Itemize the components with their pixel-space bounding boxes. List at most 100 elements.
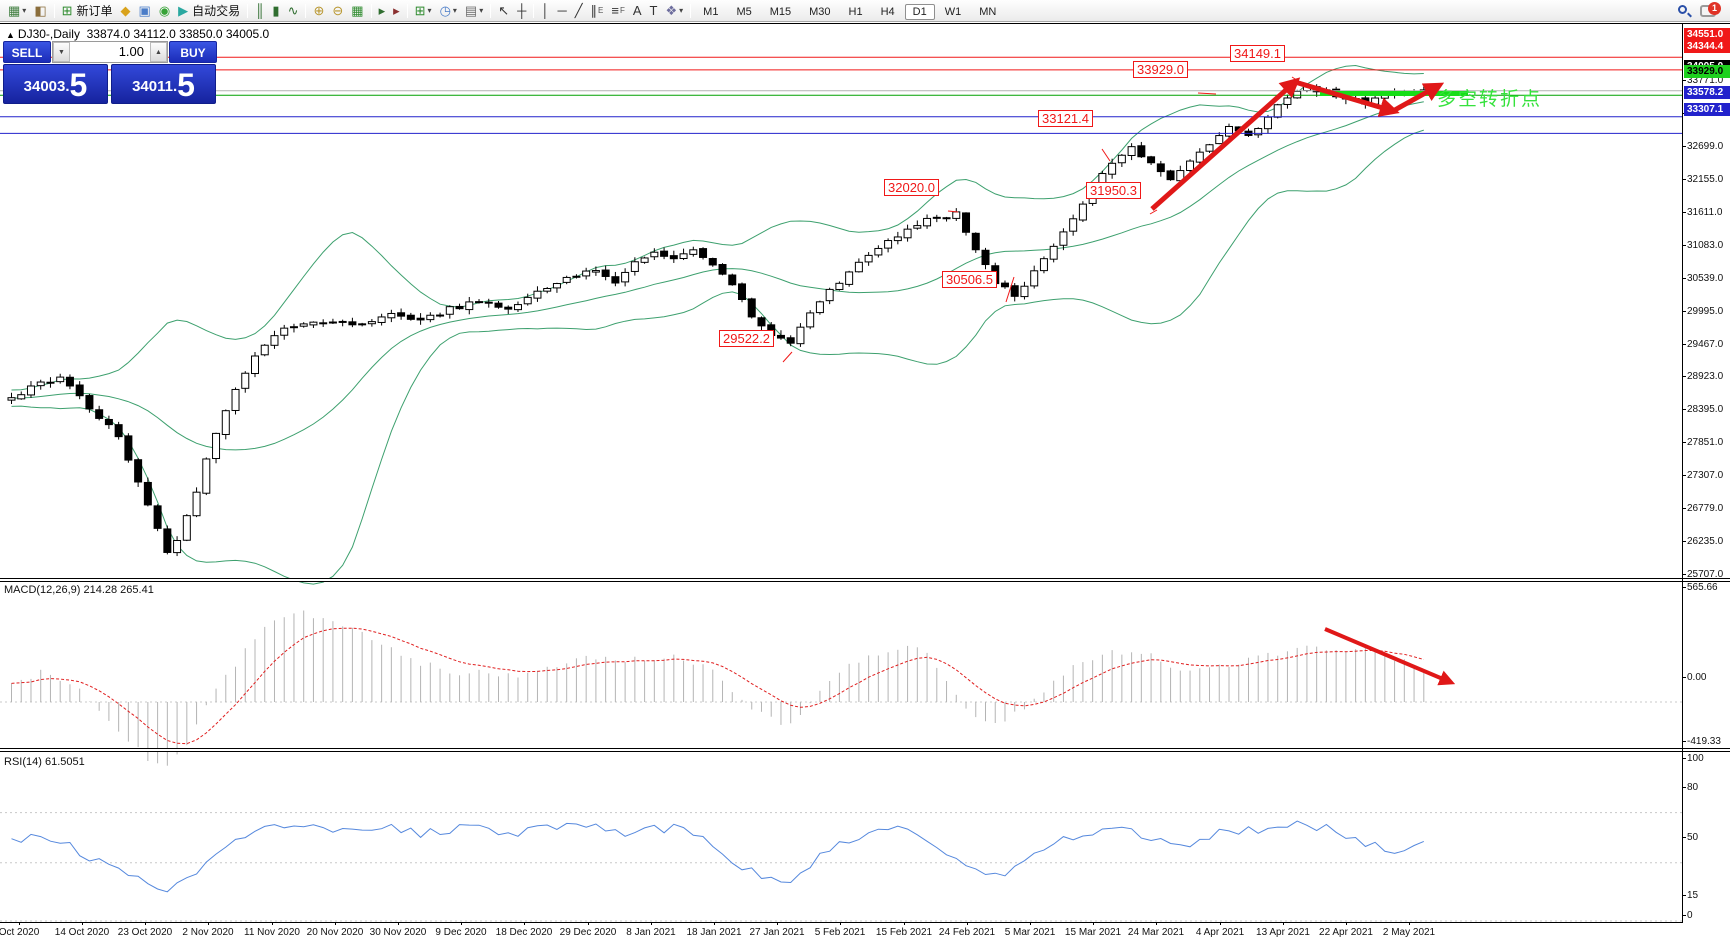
date-label[interactable]: 22 Apr 2021: [1319, 927, 1373, 938]
buy-button[interactable]: BUY: [169, 41, 217, 63]
text-icon[interactable]: A: [629, 2, 646, 20]
date-label[interactable]: 9 Dec 2020: [435, 927, 487, 938]
vps-hosting-icon[interactable]: ▣: [135, 2, 155, 20]
date-label[interactable]: Oct 2020: [0, 927, 40, 938]
new-chart-dropdown[interactable]: ▾: [22, 5, 27, 15]
price-axis-red-box[interactable]: 34344.4: [1684, 40, 1730, 53]
timeframe-m1[interactable]: M1: [703, 5, 719, 18]
rsi-axis-tick[interactable]: 0: [1682, 910, 1730, 921]
date-label[interactable]: 8 Jan 2021: [626, 927, 676, 938]
price-axis-tick[interactable]: 26235.0: [1682, 536, 1730, 547]
timeframe-m5[interactable]: M5: [736, 5, 752, 18]
date-label[interactable]: 15 Mar 2021: [1064, 927, 1122, 938]
price-axis-red-box[interactable]: 34551.0: [1684, 28, 1730, 41]
date-label[interactable]: 2 Nov 2020: [182, 927, 234, 938]
price-axis-blue-box[interactable]: 33307.1: [1684, 103, 1730, 116]
price-axis-tick[interactable]: 28923.0: [1682, 371, 1730, 382]
timeframe-h1[interactable]: H1: [848, 5, 863, 18]
sell-price[interactable]: 34003. 5: [3, 64, 108, 104]
arrows-tool-dropdown[interactable]: ▾: [679, 5, 684, 15]
line-chart-mode-icon[interactable]: ∿: [284, 2, 303, 20]
price-axis-tick[interactable]: 33771.0: [1682, 75, 1730, 86]
candlestick-mode-icon[interactable]: ▮: [268, 2, 283, 20]
zoom-in-icon[interactable]: ⊕: [309, 2, 328, 20]
annotation-text[interactable]: 多空转折点: [1437, 89, 1543, 110]
chart-canvas[interactable]: [0, 24, 1730, 943]
swing-price-label[interactable]: 33121.4: [1038, 110, 1093, 127]
date-label[interactable]: 24 Mar 2021: [1127, 927, 1185, 938]
timeframe-m30[interactable]: M30: [809, 5, 831, 18]
price-axis-tick[interactable]: 30539.0: [1682, 273, 1730, 284]
rsi-axis-tick[interactable]: 100: [1682, 753, 1730, 764]
swing-price-label[interactable]: 33929.0: [1133, 61, 1188, 78]
cursor-icon[interactable]: ↖: [494, 2, 513, 20]
horizontal-line-icon[interactable]: ─: [553, 2, 570, 20]
date-label[interactable]: 23 Oct 2020: [117, 927, 173, 938]
macd-axis-tick[interactable]: 565.66: [1682, 582, 1730, 593]
price-axis-tick[interactable]: 27851.0: [1682, 437, 1730, 448]
volume-value[interactable]: 1.00: [118, 44, 144, 59]
auto-scroll-icon[interactable]: ▸: [375, 2, 390, 20]
volume-decrease-button[interactable]: ▼: [53, 42, 70, 62]
swing-price-label[interactable]: 29522.2: [719, 330, 774, 347]
date-label[interactable]: 18 Jan 2021: [686, 927, 742, 938]
date-label[interactable]: 18 Dec 2020: [495, 927, 553, 938]
price-axis-tick[interactable]: 31083.0: [1682, 240, 1730, 251]
date-label[interactable]: 5 Mar 2021: [1004, 927, 1056, 938]
date-label[interactable]: 27 Jan 2021: [749, 927, 805, 938]
price-axis-blue-box[interactable]: 33578.2: [1684, 86, 1730, 99]
date-label[interactable]: 11 Nov 2020: [244, 927, 300, 938]
rsi-separator[interactable]: [0, 748, 1730, 752]
swing-price-label[interactable]: 34149.1: [1230, 45, 1285, 62]
date-label[interactable]: 5 Feb 2021: [814, 927, 866, 938]
templates-icon[interactable]: ▤ ▾: [461, 2, 487, 20]
chart-preview-icon[interactable]: ◧: [30, 2, 50, 20]
notifications-icon[interactable]: 1: [1700, 1, 1721, 17]
date-label[interactable]: 24 Feb 2021: [938, 927, 996, 938]
fibonacci-icon[interactable]: ≡ F: [607, 2, 628, 20]
rsi-axis-tick[interactable]: 50: [1682, 832, 1730, 843]
signals-icon[interactable]: ◉: [155, 2, 174, 20]
search-icon[interactable]: [1678, 4, 1692, 17]
price-axis-tick[interactable]: 25707.0: [1682, 569, 1730, 580]
autotrading-icon[interactable]: ▶ 自动交易: [174, 2, 244, 20]
price-axis-tick[interactable]: 32699.0: [1682, 141, 1730, 152]
rsi-axis-tick[interactable]: 80: [1682, 782, 1730, 793]
new-order-icon[interactable]: ⊞ 新订单: [58, 2, 117, 20]
equidistant-channel-icon[interactable]: ∥ E: [587, 2, 608, 20]
text-label-icon[interactable]: T: [646, 2, 662, 20]
timeframe-d1[interactable]: D1: [904, 3, 935, 20]
date-label[interactable]: 15 Feb 2021: [875, 927, 933, 938]
periods-icon[interactable]: ◷ ▾: [436, 2, 461, 20]
date-label[interactable]: 29 Dec 2020: [559, 927, 617, 938]
timeframe-w1[interactable]: W1: [944, 5, 962, 18]
ticker-icon[interactable]: ◆: [117, 2, 135, 20]
buy-price[interactable]: 34011. 5: [111, 64, 216, 104]
zoom-out-icon[interactable]: ⊖: [328, 2, 347, 20]
swing-price-label[interactable]: 31950.3: [1086, 182, 1141, 199]
periods-dropdown[interactable]: ▾: [452, 5, 457, 15]
price-axis-tick[interactable]: 32155.0: [1682, 174, 1730, 185]
new-chart-icon[interactable]: ▦ ▾: [4, 2, 30, 20]
templates-dropdown[interactable]: ▾: [479, 5, 484, 15]
price-axis-tick[interactable]: 29467.0: [1682, 339, 1730, 350]
timeframe-h4[interactable]: H4: [880, 5, 895, 18]
macd-axis-tick[interactable]: -419.33: [1682, 736, 1730, 747]
price-axis-tick[interactable]: 27307.0: [1682, 470, 1730, 481]
price-axis-tick[interactable]: 31611.0: [1682, 207, 1730, 218]
price-axis-tick[interactable]: 29995.0: [1682, 306, 1730, 317]
timeframe-m15[interactable]: M15: [769, 5, 792, 18]
rsi-axis-tick[interactable]: 15: [1682, 890, 1730, 901]
macd-separator[interactable]: [0, 578, 1730, 582]
date-label[interactable]: 14 Oct 2020: [54, 927, 110, 938]
add-indicator-icon[interactable]: ⊞ ▾: [411, 2, 436, 20]
crosshair-icon[interactable]: ┼: [513, 2, 530, 20]
bar-chart-mode-icon[interactable]: ║: [251, 2, 268, 20]
price-axis-tick[interactable]: 28395.0: [1682, 404, 1730, 415]
swing-price-label[interactable]: 32020.0: [884, 179, 939, 196]
date-label[interactable]: 4 Apr 2021: [1195, 927, 1245, 938]
add-indicator-dropdown[interactable]: ▾: [427, 5, 432, 15]
date-label[interactable]: 30 Nov 2020: [369, 927, 427, 938]
sell-button[interactable]: SELL: [3, 41, 51, 63]
date-label[interactable]: 13 Apr 2021: [1256, 927, 1310, 938]
